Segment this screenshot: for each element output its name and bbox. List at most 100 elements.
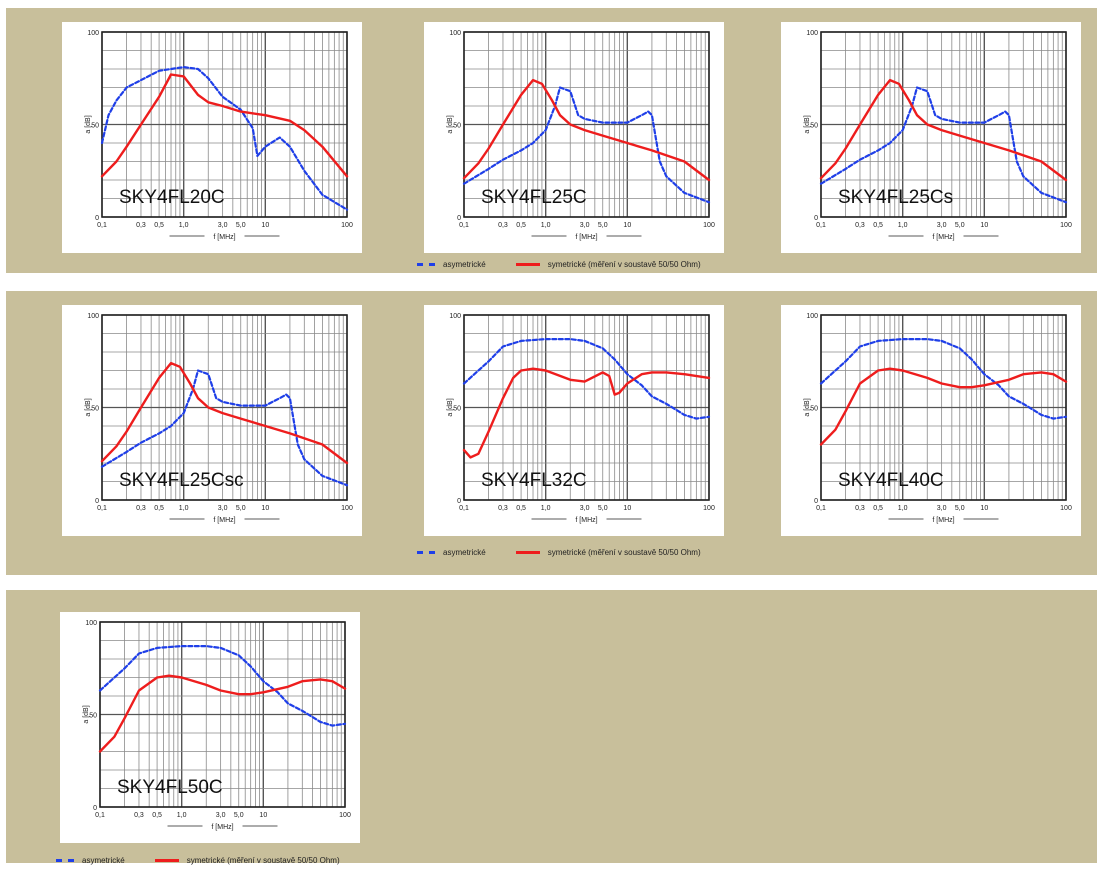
x-tick-label: 0,3 <box>855 222 865 229</box>
series-asym-line <box>462 338 711 420</box>
legend-item-sym: symetrické (měření v soustavě 50/50 Ohm) <box>154 856 340 865</box>
x-tick-label: 5,0 <box>598 222 608 229</box>
legend-swatch-sym <box>515 550 540 554</box>
y-axis-label: a [dB] <box>83 705 90 723</box>
x-tick-label: 0,5 <box>152 812 162 819</box>
series-asym-line <box>819 86 1068 204</box>
chart-title: SKY4FL50C <box>117 777 223 798</box>
x-tick-label: 10 <box>980 222 988 229</box>
x-tick-label: 0,1 <box>816 505 826 512</box>
x-tick-label: 0,1 <box>97 222 107 229</box>
chart-svg: 0 50 100 a [dB] 0,1 0,3 0,5 1,0 3,0 5,0 10 100 f [MH… <box>85 313 353 524</box>
chart-svg: 0 50 100 a [dB] 0,1 0,3 0,5 1,0 3,0 5,0 10 100 f [MH… <box>83 620 351 831</box>
x-tick-label: 1,0 <box>177 812 187 819</box>
chart-svg: 0 50 100 a [dB] 0,1 0,3 0,5 1,0 3,0 5,0 10 100 f [MH… <box>85 30 353 241</box>
x-tick-label: 3,0 <box>580 222 590 229</box>
y-tick-label: 100 <box>87 30 99 37</box>
x-axis-label: f [MHz] <box>932 234 954 241</box>
x-tick-label: 100 <box>703 505 715 512</box>
x-axis-label: f [MHz] <box>211 824 233 831</box>
y-tick-label: 0 <box>814 215 818 222</box>
x-tick-label: 0,3 <box>498 222 508 229</box>
x-tick-label: 10 <box>261 505 269 512</box>
x-tick-label: 100 <box>1060 222 1072 229</box>
legend-item-sym: symetrické (měření v soustavě 50/50 Ohm) <box>515 260 701 269</box>
plot-frame <box>463 314 710 501</box>
y-tick-label: 0 <box>457 215 461 222</box>
legend-label-asym: asymetrické <box>82 855 125 865</box>
x-axis-label: f [MHz] <box>575 234 597 241</box>
x-tick-label: 1,0 <box>179 505 189 512</box>
x-tick-label: 0,5 <box>154 505 164 512</box>
legend-label-asym: asymetrické <box>443 259 486 269</box>
legend: asymetrické symetrické (měření v soustav… <box>417 545 701 559</box>
y-tick-label: 50 <box>91 123 99 130</box>
legend-swatch-asym <box>417 262 435 266</box>
y-tick-label: 50 <box>91 406 99 413</box>
x-tick-label: 5,0 <box>236 222 246 229</box>
chart-sky4fl20c: 0 50 100 a [dB] 0,1 0,3 0,5 1,0 3,0 5,0 10 100 f [MH… <box>62 22 362 253</box>
y-axis-label: a [dB] <box>804 398 811 416</box>
x-tick-label: 3,0 <box>937 222 947 229</box>
chart-sky4fl40c: 0 50 100 a [dB] 0,1 0,3 0,5 1,0 3,0 5,0 10 100 f [MH… <box>781 305 1081 536</box>
x-tick-label: 10 <box>623 222 631 229</box>
x-tick-label: 0,1 <box>816 222 826 229</box>
legend: asymetrické symetrické (měření v soustav… <box>56 853 340 867</box>
chart-panel-row-2: 0 50 100 a [dB] 0,1 0,3 0,5 1,0 3,0 5,0 10 100 f [MH… <box>6 291 1097 575</box>
chart-title: SKY4FL25C <box>481 187 587 208</box>
x-tick-label: 0,5 <box>516 222 526 229</box>
y-axis-label: a [dB] <box>447 398 454 416</box>
x-tick-label: 100 <box>341 222 353 229</box>
legend-item-sym: symetrické (měření v soustavě 50/50 Ohm) <box>515 547 701 557</box>
chart-sky4fl32c: 0 50 100 a [dB] 0,1 0,3 0,5 1,0 3,0 5,0 10 100 f [MH… <box>424 305 724 536</box>
chart-sky4fl50c: 0 50 100 a [dB] 0,1 0,3 0,5 1,0 3,0 5,0 10 100 f [MH… <box>60 612 360 843</box>
chart-panel-row-1: 0 50 100 a [dB] 0,1 0,3 0,5 1,0 3,0 5,0 10 100 f [MH… <box>6 8 1097 273</box>
x-tick-label: 0,3 <box>855 505 865 512</box>
x-tick-label: 0,1 <box>459 222 469 229</box>
y-tick-label: 0 <box>457 498 461 505</box>
chart-sky4fl25c: 0 50 100 a [dB] 0,1 0,3 0,5 1,0 3,0 5,0 10 100 f [MH… <box>424 22 724 253</box>
x-tick-label: 10 <box>259 812 267 819</box>
y-tick-label: 100 <box>87 313 99 320</box>
x-tick-label: 1,0 <box>541 222 551 229</box>
x-tick-label: 100 <box>341 505 353 512</box>
plot-frame <box>99 621 346 808</box>
y-tick-label: 50 <box>453 406 461 413</box>
y-tick-label: 100 <box>449 30 461 37</box>
legend-item-asym: asymetrické <box>417 260 486 269</box>
chart-title: SKY4FL25Cs <box>838 187 953 208</box>
x-tick-label: 0,3 <box>498 505 508 512</box>
chart-sky4fl25cs: 0 50 100 a [dB] 0,1 0,3 0,5 1,0 3,0 5,0 10 100 f [MH… <box>781 22 1081 253</box>
x-tick-label: 10 <box>623 505 631 512</box>
chart-title: SKY4FL40C <box>838 470 944 491</box>
x-tick-label: 10 <box>261 222 269 229</box>
plot-frame <box>820 314 1067 501</box>
series-asym-line <box>819 338 1068 420</box>
plot-frame <box>101 314 348 501</box>
y-tick-label: 100 <box>806 30 818 37</box>
y-tick-label: 50 <box>810 406 818 413</box>
y-tick-label: 100 <box>85 620 97 627</box>
y-tick-label: 50 <box>810 123 818 130</box>
y-tick-label: 0 <box>95 215 99 222</box>
y-tick-label: 50 <box>453 123 461 130</box>
series-asym-line <box>462 86 711 204</box>
chart-title: SKY4FL20C <box>119 187 225 208</box>
x-tick-label: 3,0 <box>218 222 228 229</box>
y-tick-label: 100 <box>449 313 461 320</box>
legend: asymetrické symetrické (měření v soustav… <box>417 257 701 271</box>
x-tick-label: 0,5 <box>516 505 526 512</box>
series-asym-line <box>98 645 347 727</box>
legend-label-sym: symetrické (měření v soustavě 50/50 Ohm) <box>547 547 701 557</box>
series-sym-line <box>462 78 711 182</box>
chart-svg: 0 50 100 a [dB] 0,1 0,3 0,5 1,0 3,0 5,0 10 100 f [MH… <box>447 313 715 524</box>
legend-swatch-asym <box>417 550 435 554</box>
series-sym-line <box>819 367 1068 446</box>
x-axis-label: f [MHz] <box>213 517 235 524</box>
chart-panel-row-3: 0 50 100 a [dB] 0,1 0,3 0,5 1,0 3,0 5,0 10 100 f [MH… <box>6 590 1097 865</box>
x-tick-label: 100 <box>339 812 351 819</box>
legend-item-asym: asymetrické <box>417 548 486 557</box>
x-tick-label: 0,5 <box>154 222 164 229</box>
x-tick-label: 1,0 <box>541 505 551 512</box>
x-tick-label: 3,0 <box>216 812 226 819</box>
